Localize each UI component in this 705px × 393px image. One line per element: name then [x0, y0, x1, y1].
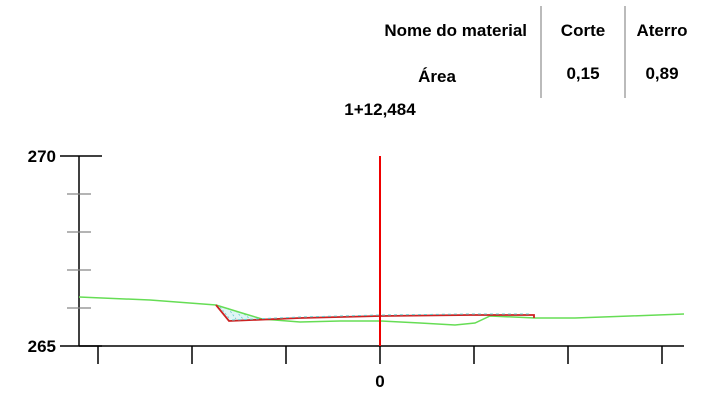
elevation-axis: 270 265 [28, 147, 102, 356]
area-row-label: Área [418, 67, 456, 86]
fill-header: Aterro [636, 21, 687, 40]
hatch-line [243, 313, 251, 320]
material-name-header: Nome do material [384, 21, 527, 40]
offset-label-center: 0 [375, 372, 384, 391]
offset-axis: 0 [79, 345, 684, 391]
existing-ground-line [78, 296, 685, 326]
cut-header: Corte [561, 21, 605, 40]
station-label: 1+12,484 [344, 100, 416, 119]
fill-area-value: 0,89 [645, 64, 678, 83]
elevation-label-bottom: 265 [28, 337, 56, 356]
cut-area-value: 0,15 [566, 64, 599, 83]
elevation-label-top: 270 [28, 147, 56, 166]
design-subgrade-line [231, 313, 530, 321]
hatch-line [235, 310, 244, 320]
material-table: Nome do material Corte Aterro Área 0,15 … [384, 6, 688, 98]
